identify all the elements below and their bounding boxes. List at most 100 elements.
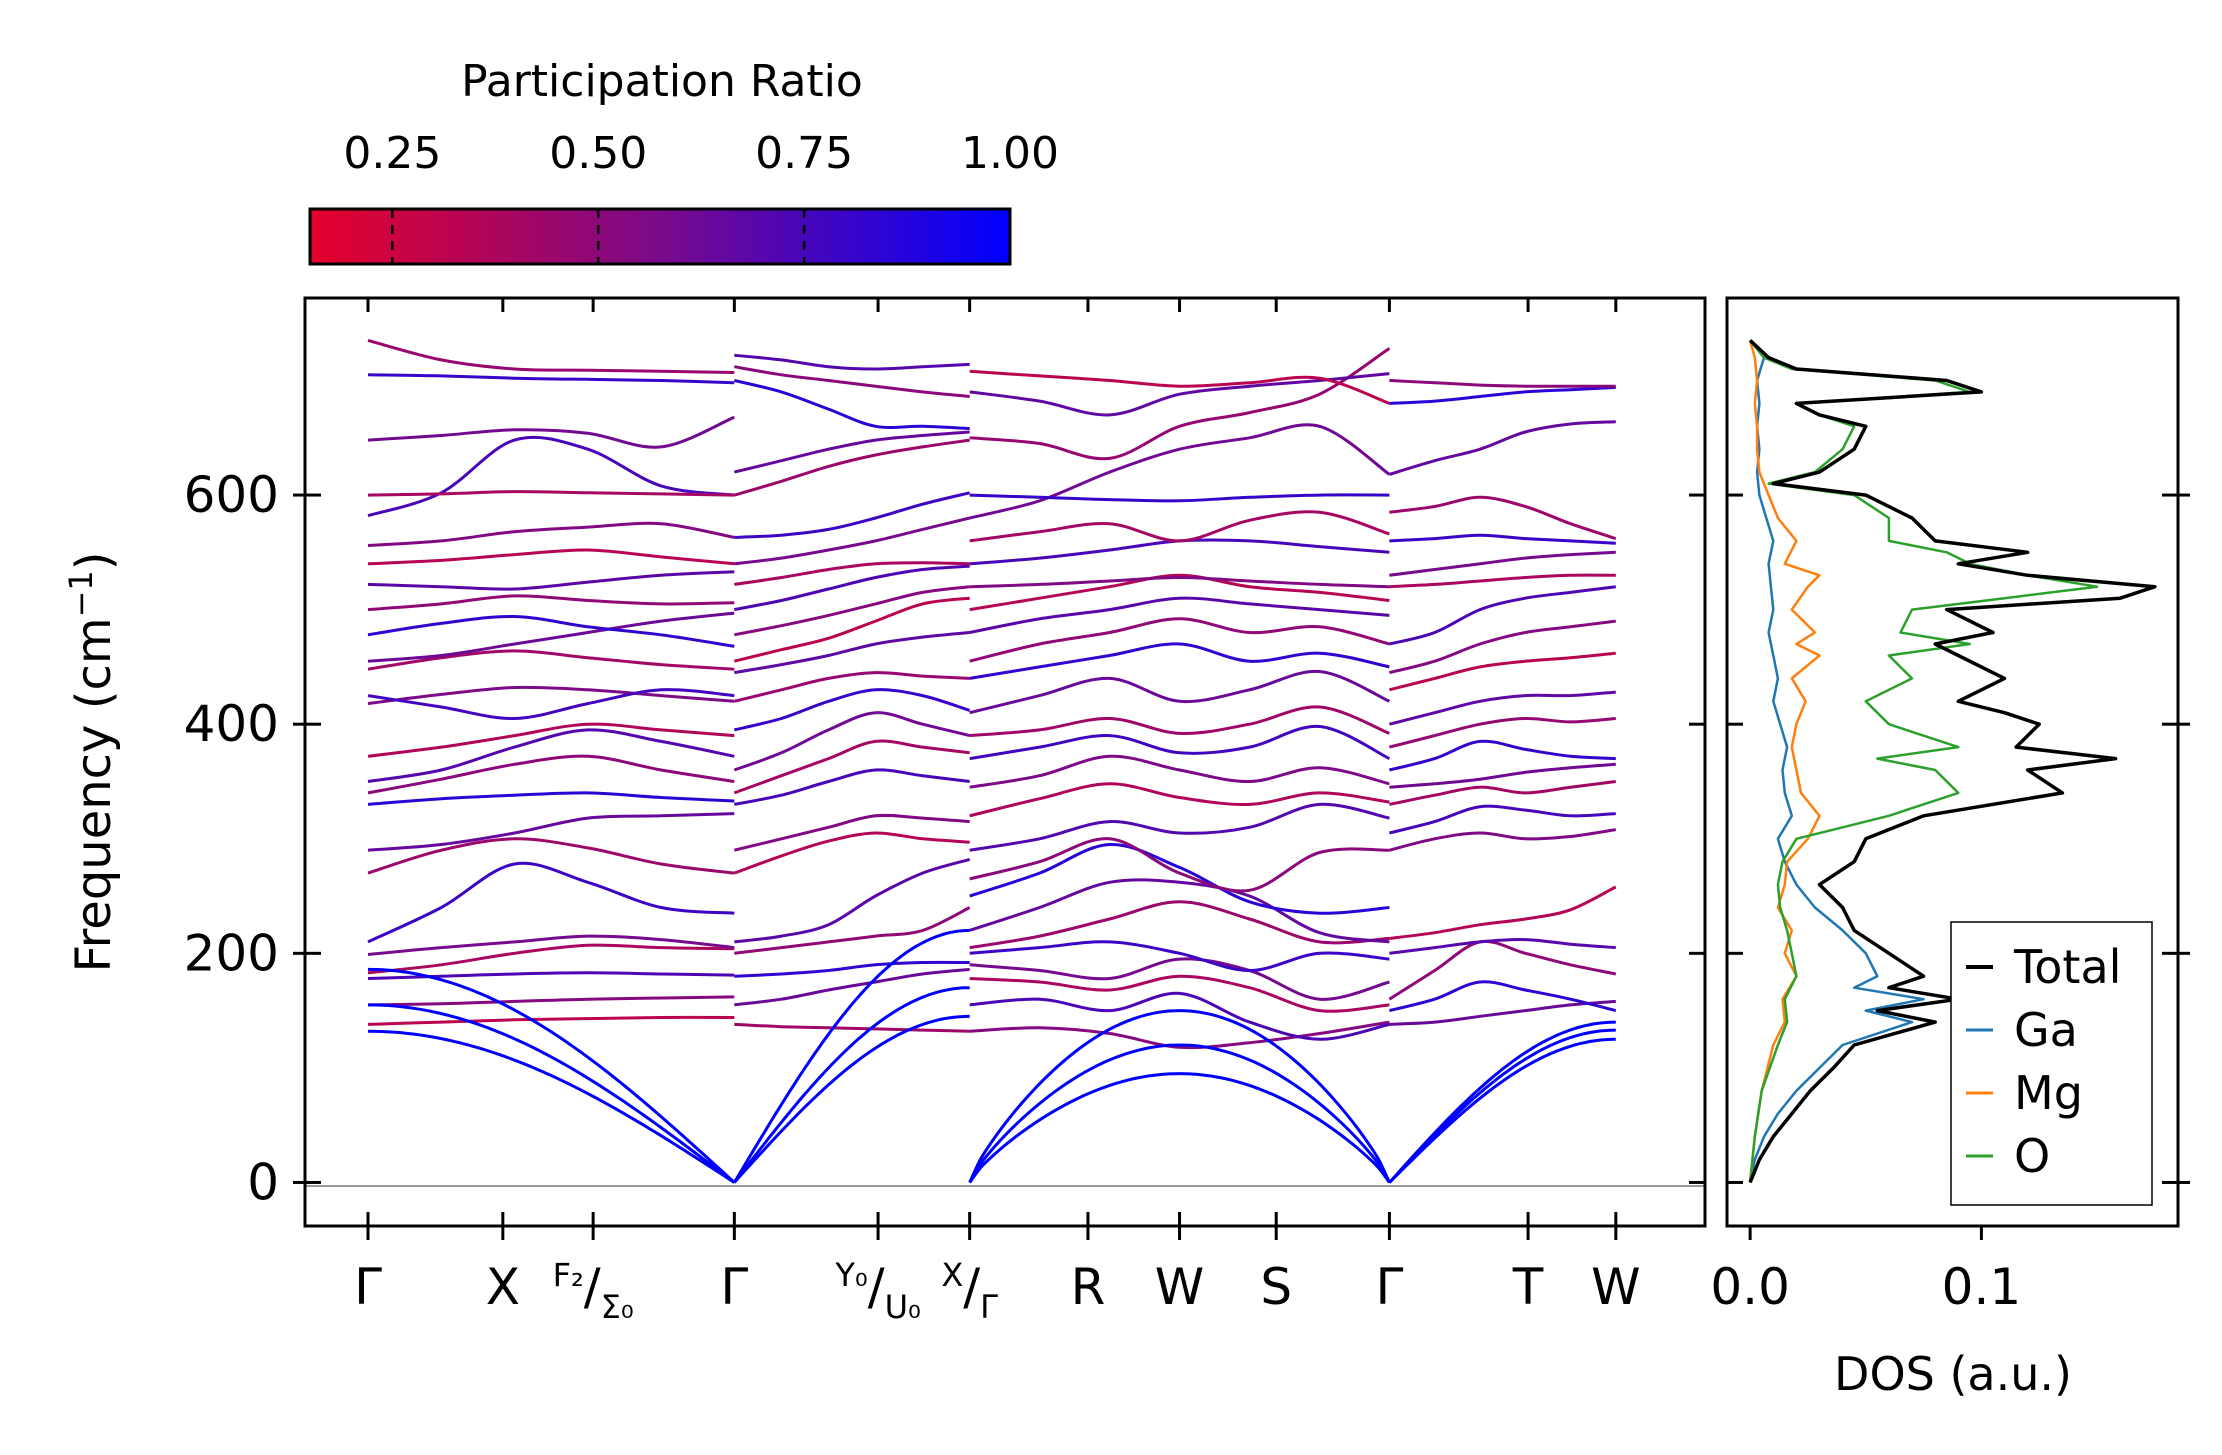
acoustic-branch (367, 1029, 736, 1184)
legend-label-total: Total (2013, 940, 2121, 994)
band-line (1389, 938, 1616, 955)
band-line (367, 934, 735, 956)
band-line (733, 739, 970, 795)
dos-panel: 0.0 0.1 DOS (a.u.) Total Ga Mg O (1710, 296, 2190, 1401)
x-tick-label: Y₀/U₀ (834, 1256, 920, 1326)
band-line (367, 614, 735, 648)
acoustic-branch (367, 1003, 736, 1184)
acoustic-branch (1388, 1037, 1616, 1184)
band-line (969, 575, 1390, 589)
band-line (1389, 885, 1617, 940)
band-line (1389, 980, 1617, 1013)
band-line (969, 372, 1390, 417)
dos-x-label: DOS (a.u.) (1834, 1347, 2072, 1401)
band-line (969, 573, 1390, 612)
colorbar-tick-label: 0.75 (755, 128, 853, 179)
band-line (969, 724, 1391, 761)
band-line (733, 379, 970, 431)
band-line (367, 415, 735, 449)
band-line (969, 957, 1390, 1001)
acoustic-branch (1388, 1020, 1616, 1184)
band-line (733, 438, 970, 497)
band-lines (367, 338, 1617, 1184)
band-line (1389, 651, 1616, 692)
legend-label-o: O (2014, 1129, 2050, 1183)
acoustic-branch (367, 967, 736, 1184)
x-tick-label: W (1591, 1258, 1640, 1316)
dos-legend: Total Ga Mg O (1950, 921, 2153, 1206)
band-line (734, 960, 970, 978)
band-line (734, 564, 970, 612)
x-tick-label: T (1512, 1258, 1544, 1316)
dos-x-tick-label: 0.1 (1942, 1258, 2022, 1316)
colorbar-ticks: 0.25 0.50 0.75 1.00 (343, 128, 1059, 264)
band-line (1389, 573, 1616, 589)
y-tick-label: 400 (184, 695, 279, 753)
band-line (367, 861, 735, 944)
legend-label-ga: Ga (2014, 1003, 2078, 1057)
band-line (367, 837, 735, 875)
band-line (969, 369, 1390, 405)
band-line (367, 943, 735, 975)
band-line (367, 611, 735, 663)
x-tick-label: F₂/Σ₀ (553, 1256, 634, 1326)
band-line (367, 995, 735, 1007)
band-line (733, 813, 970, 852)
colorbar-title: Participation Ratio (461, 56, 863, 107)
acoustic-branch (1388, 1028, 1616, 1184)
band-line (969, 878, 1390, 944)
band-line (969, 802, 1390, 852)
band-line (969, 782, 1390, 818)
band-line (367, 490, 735, 497)
acoustic-branch (733, 986, 970, 1184)
band-line (969, 538, 1390, 566)
band-line (367, 570, 735, 591)
band-line (969, 493, 1390, 503)
band-line (1389, 739, 1616, 772)
band-line (1389, 780, 1616, 806)
x-tick-label: Γ (1375, 1258, 1403, 1316)
colorbar-tick-label: 1.00 (961, 128, 1059, 179)
band-line (367, 722, 735, 758)
dos-lines (1748, 339, 2157, 1184)
y-tick-label: 200 (184, 924, 279, 982)
band-line (367, 649, 735, 671)
acoustic-branch (733, 1014, 970, 1184)
dos-axes: 0.0 0.1 (1710, 493, 2190, 1316)
band-line (969, 510, 1390, 543)
y-axis-label: Frequency (cm−1) (62, 551, 122, 972)
band-line (734, 967, 970, 1007)
y-tick-label: 600 (184, 466, 279, 524)
dos-x-tick-label: 0.0 (1710, 1258, 1790, 1316)
band-line (734, 1022, 970, 1033)
band-line (734, 353, 970, 371)
band-line (1389, 999, 1616, 1026)
band-line (1389, 828, 1617, 852)
band-line (367, 1015, 735, 1026)
band-line (367, 435, 735, 518)
band-line (367, 521, 735, 547)
band-line (367, 754, 735, 795)
band-line (367, 338, 735, 374)
colorbar-tick-label: 0.25 (343, 128, 441, 179)
band-line (969, 347, 1391, 461)
colorbar-tick-label: 0.50 (549, 128, 647, 179)
band-line (734, 906, 971, 955)
band-line (969, 842, 1390, 915)
band-line (734, 585, 970, 637)
legend-label-mg: Mg (2014, 1066, 2083, 1120)
band-line (733, 430, 970, 474)
band-line (367, 688, 735, 721)
band-line (1389, 804, 1616, 835)
band-line (1389, 690, 1616, 726)
dos-series-o (1748, 339, 2099, 1183)
band-line (969, 991, 1390, 1041)
band-line (1389, 533, 1616, 545)
dos-frame (1725, 296, 2180, 1228)
band-line (969, 617, 1390, 663)
acoustic-branch (733, 928, 970, 1184)
band-line (734, 491, 971, 539)
x-tick-label: R (1071, 1258, 1106, 1316)
